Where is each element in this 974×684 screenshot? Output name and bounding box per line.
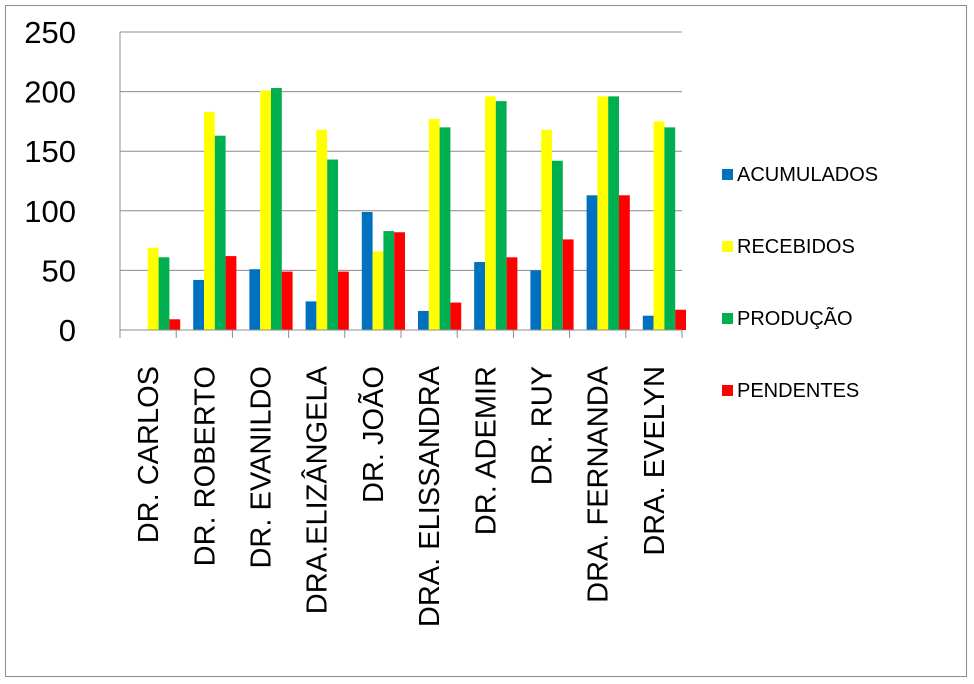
bar-pendentes-9 [675,309,686,330]
bar-acumulados-4 [361,211,373,330]
x-tick-label: DR. CARLOS [133,366,165,543]
x-tick-label: DRA.ELIZÂNGELA [301,365,334,614]
legend-label: PENDENTES [737,380,859,402]
bar-produção-9 [664,127,676,330]
y-tick-label: 250 [24,15,76,50]
x-tick-label: DR. ADEMIR [470,366,502,535]
legend-swatch-produção [722,313,733,324]
bar-recebidos-2 [260,90,271,331]
bar-pendentes-8 [619,195,630,330]
bar-produção-7 [552,160,563,330]
x-tick-label: DR. RUY [527,366,559,485]
legend-swatch-pendentes [722,385,733,396]
x-tick-label: DR. ROBERTO [189,366,221,566]
x-tick-label: DRA. FERNANDA [583,365,615,603]
x-tick-label: DR. EVANILDO [246,366,278,569]
bar-pendentes-1 [225,256,237,330]
y-tick-labels: 0 50 100 150 200 250 [24,15,76,348]
bar-recebidos-4 [372,251,384,330]
x-tick-label: DRA. ELISSANDRA [414,365,446,627]
y-tick-label: 100 [24,194,76,229]
bar-acumulados-3 [305,301,317,330]
y-tick-label: 0 [59,313,76,348]
bar-recebidos-7 [541,129,552,330]
bar-produção-0 [158,257,170,330]
x-tick-label: DRA. EVELYN [639,366,671,556]
bar-recebidos-9 [653,121,665,331]
bar-recebidos-0 [147,247,159,330]
bar-pendentes-2 [281,271,293,330]
bar-acumulados-1 [193,279,204,330]
bar-pendentes-6 [506,257,518,330]
legend-swatch-recebidos [722,241,733,252]
x-tick-labels: DR. CARLOS DR. ROBERTO DR. EVANILDO DRA.ELI… [133,365,671,627]
bar-pendentes-5 [450,302,462,330]
legend-label: ACUMULADOS [737,164,878,186]
x-tick-label: DR. JOÃO [356,366,390,503]
bar-pendentes-4 [394,232,405,330]
bar-acumulados-2 [249,269,261,330]
bar-produção-4 [383,231,395,330]
y-tick-label: 50 [42,253,76,288]
bar-pendentes-3 [338,271,349,330]
bar-produção-2 [271,88,282,330]
bar-pendentes-0 [169,319,181,330]
bar-produção-5 [439,127,451,330]
bar-recebidos-5 [428,119,440,331]
bar-recebidos-1 [204,111,215,330]
y-tick-label: 200 [24,75,76,110]
bars [147,88,686,331]
legend-label: PRODUÇÃO [737,306,853,330]
bar-produção-8 [608,96,619,330]
axes [119,32,683,338]
bar-produção-1 [214,135,226,330]
bar-acumulados-6 [474,262,485,330]
bar-pendentes-7 [562,239,574,330]
bar-recebidos-3 [316,129,328,330]
bar-produção-6 [495,101,507,330]
bar-recebidos-6 [485,96,496,330]
legend: ACUMULADOS RECEBIDOS PRODUÇÃO PENDENTES [722,164,878,402]
bar-acumulados-8 [586,195,598,330]
y-tick-label: 150 [24,134,76,169]
legend-label: RECEBIDOS [737,236,855,258]
legend-swatch-acumulados [722,169,733,180]
bar-acumulados-5 [418,310,429,330]
bar-acumulados-9 [642,315,654,330]
bar-recebidos-8 [597,96,609,330]
bar-produção-3 [327,159,338,330]
bar-acumulados-7 [530,270,542,330]
